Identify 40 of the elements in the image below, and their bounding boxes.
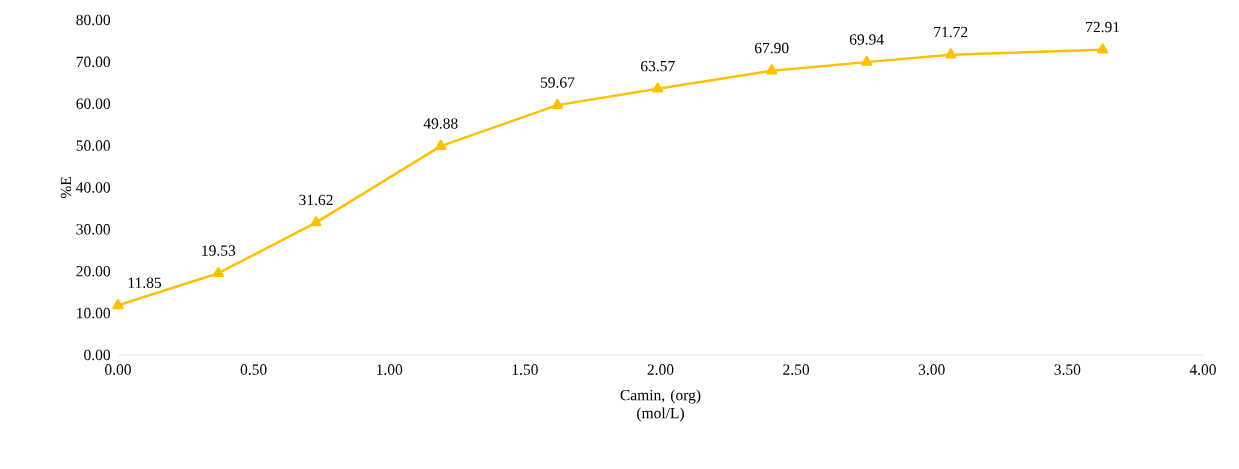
x-tick-label: 3.00	[918, 364, 945, 375]
y-tick-label: 10.00	[77, 307, 111, 319]
y-axis-title: %E	[60, 177, 72, 199]
point	[112, 299, 124, 310]
x-tick-label: 0.50	[240, 364, 267, 375]
text: 11.85	[128, 277, 162, 289]
point	[861, 55, 873, 66]
point	[212, 266, 224, 277]
text: 49.88	[423, 118, 458, 129]
x-tick-label: 2.50	[783, 364, 810, 375]
x-tick-label: 2.00	[647, 364, 674, 375]
text: 69.94	[849, 34, 884, 45]
y-tick-label: 50.00	[76, 140, 111, 151]
point	[551, 98, 563, 109]
y-tick-label: 80.00	[76, 14, 111, 26]
x-axis-title: Camin, (org) (mol/L)	[620, 389, 701, 422]
text: 59.67	[540, 77, 575, 88]
y-tick-label: 40.00	[76, 182, 111, 193]
text: 63.57	[641, 60, 675, 72]
text: 31.62	[299, 194, 333, 206]
point	[945, 48, 957, 59]
y-tick-label: 0.00	[84, 349, 111, 361]
x-tick-label: 1.50	[512, 364, 538, 375]
x-tick-label: 3.50	[1054, 364, 1081, 375]
y-tick-label: 60.00	[76, 98, 111, 110]
x-tick-label: 0.00	[105, 364, 131, 375]
point	[652, 82, 664, 93]
x-tick-label: 1.00	[377, 364, 403, 375]
point	[766, 64, 778, 75]
point	[1097, 43, 1109, 54]
y-tick-label: 30.00	[76, 224, 111, 235]
y-tick-label: 70.00	[76, 56, 111, 68]
text: 71.72	[934, 26, 968, 38]
x-tick-label: 4.00	[1189, 364, 1216, 375]
point	[310, 216, 322, 227]
text: 19.53	[202, 245, 236, 256]
text: 67.90	[754, 42, 789, 54]
y-tick-label: 20.00	[76, 265, 111, 277]
text: 72.91	[1086, 21, 1120, 33]
point	[435, 139, 447, 150]
